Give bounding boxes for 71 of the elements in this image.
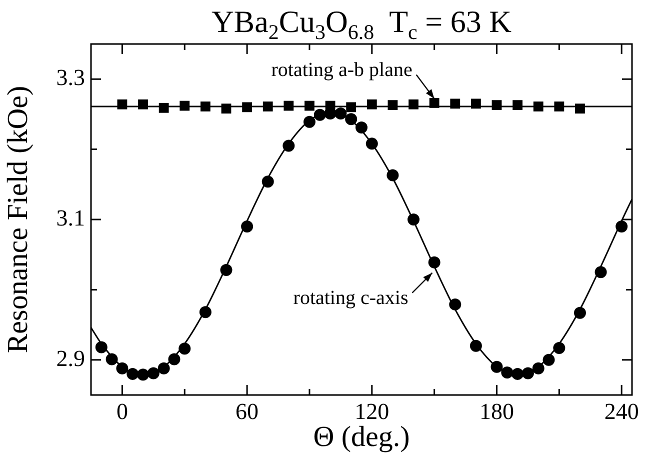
- x-tick-label: 240: [604, 398, 639, 424]
- point: [470, 340, 482, 352]
- x-tick-label: 60: [236, 398, 259, 424]
- point: [304, 100, 314, 111]
- x-tick-label: 180: [480, 398, 514, 424]
- y-tick-label: 2.9: [56, 346, 85, 371]
- point: [117, 99, 128, 110]
- point: [616, 220, 628, 233]
- point: [408, 214, 420, 226]
- point: [314, 108, 326, 121]
- annotation: rotating a-b plane: [271, 59, 412, 82]
- point: [168, 353, 180, 366]
- point: [450, 98, 460, 109]
- point: [95, 341, 108, 354]
- point: [262, 176, 274, 188]
- point: [241, 220, 254, 233]
- chart-title: YBa$_{2}$Cu$_{3}$O$_{6.8}$ T$_{c}$ = 63 K: [212, 4, 512, 44]
- point: [137, 368, 150, 381]
- point: [522, 367, 534, 380]
- point: [116, 362, 128, 374]
- point: [532, 362, 544, 374]
- point: [325, 100, 336, 111]
- point: [334, 108, 347, 120]
- point: [574, 306, 586, 319]
- x-tick-label: 0: [116, 398, 128, 424]
- point: [126, 368, 139, 380]
- point: [221, 104, 232, 114]
- point: [138, 99, 148, 110]
- point: [199, 306, 212, 318]
- point: [106, 353, 118, 366]
- x-axis-title: Θ (deg.): [313, 421, 410, 454]
- point: [429, 98, 440, 108]
- point: [575, 104, 585, 114]
- point: [492, 100, 502, 110]
- point: [533, 102, 544, 112]
- point: [554, 102, 564, 112]
- point: [408, 99, 418, 110]
- point: [284, 100, 294, 111]
- point: [303, 116, 316, 128]
- point: [282, 140, 295, 152]
- point: [178, 342, 191, 355]
- point: [147, 367, 160, 380]
- point: [345, 113, 358, 126]
- point: [180, 100, 190, 111]
- point: [449, 298, 462, 310]
- point: [158, 362, 170, 374]
- point: [594, 266, 607, 278]
- point: [366, 99, 377, 110]
- point: [220, 264, 232, 276]
- point: [158, 102, 169, 113]
- x-tick-label: 120: [354, 398, 390, 424]
- annotation: rotating c-axis: [293, 287, 408, 310]
- point: [386, 169, 399, 182]
- point: [542, 354, 555, 366]
- point: [346, 102, 356, 112]
- point: [262, 102, 273, 112]
- y-tick-label: 3.3: [56, 65, 85, 90]
- point: [512, 100, 523, 110]
- y-axis-title: Resonance Field (kOe): [2, 86, 34, 354]
- point: [242, 102, 252, 112]
- y-tick-label: 3.1: [56, 206, 85, 231]
- point: [388, 100, 398, 110]
- point: [200, 102, 210, 112]
- point: [428, 256, 440, 268]
- point: [501, 366, 514, 379]
- point: [490, 360, 503, 373]
- point: [470, 98, 481, 109]
- point: [356, 122, 368, 134]
- point: [366, 138, 378, 150]
- point: [553, 342, 566, 354]
- point: [512, 368, 524, 380]
